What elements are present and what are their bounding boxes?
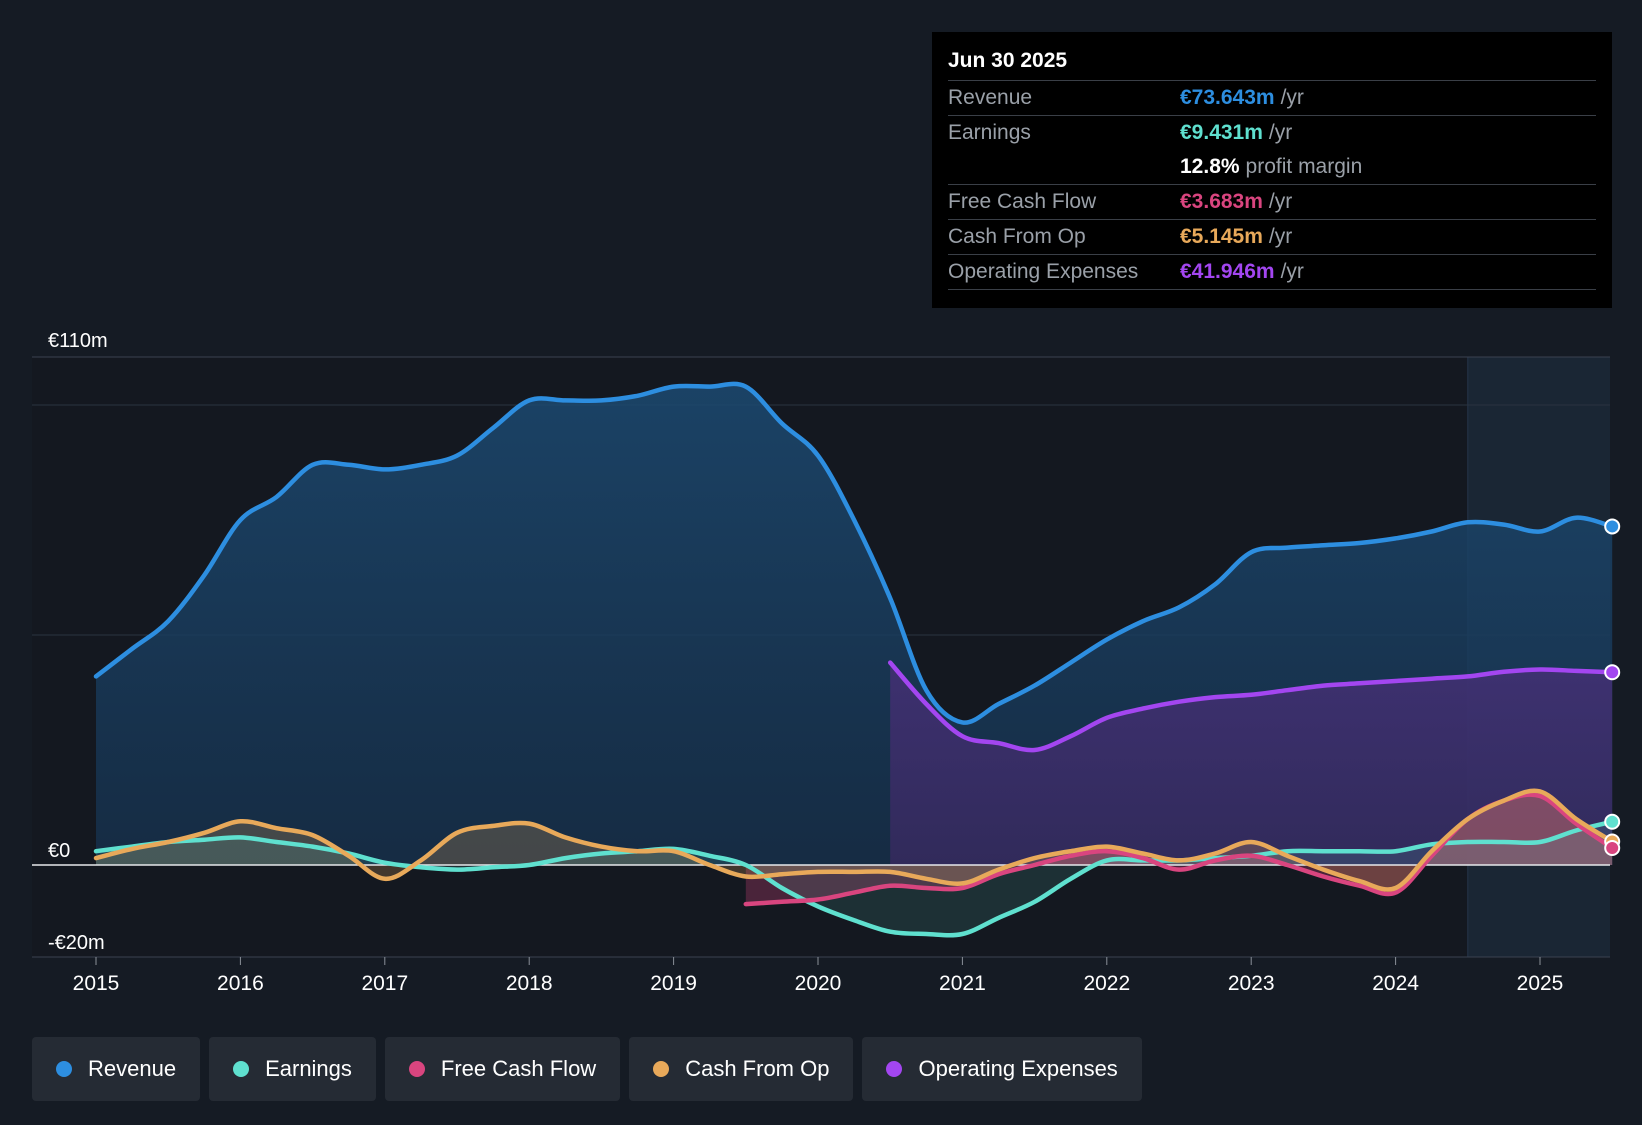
x-tick-label: 2024: [1372, 972, 1419, 995]
tooltip-row-operating-expenses: Operating Expenses €41.946m /yr: [948, 254, 1596, 290]
x-tick-label: 2023: [1228, 972, 1275, 995]
legend-item-cash-from-op[interactable]: Cash From Op: [629, 1037, 854, 1101]
tooltip-row-free-cash-flow: Free Cash Flow €3.683m /yr: [948, 184, 1596, 219]
legend-label: Earnings: [265, 1056, 352, 1081]
area-free-cash-flow: [745, 794, 1613, 905]
end-marker-free-cash-flow: [1604, 839, 1621, 856]
y-tick-label: €110m: [48, 330, 108, 352]
tooltip-row-profit-margin: 12.8% profit margin: [948, 150, 1596, 184]
x-tick-label: 2021: [939, 972, 986, 995]
legend: Revenue Earnings Free Cash Flow Cash Fro…: [32, 1037, 1142, 1101]
legend-dot-icon: [233, 1061, 250, 1077]
tooltip-unit: profit margin: [1245, 155, 1363, 178]
legend-dot-icon: [653, 1061, 670, 1077]
legend-label: Free Cash Flow: [440, 1056, 597, 1081]
tooltip-unit: /yr: [1280, 260, 1304, 283]
tooltip-row-revenue: Revenue €73.643m /yr: [948, 80, 1596, 115]
tooltip-label: Free Cash Flow: [948, 190, 1097, 213]
tooltip-value: 12.8%: [1180, 155, 1240, 178]
tooltip-value: €73.643m: [1180, 86, 1275, 109]
y-tick-label: €0: [48, 840, 70, 862]
tooltip-label: Revenue: [948, 86, 1033, 109]
x-tick-label: 2018: [506, 972, 553, 995]
tooltip-value: €5.145m: [1180, 225, 1263, 248]
legend-label: Cash From Op: [685, 1056, 830, 1081]
x-tick-label: 2015: [73, 972, 120, 995]
tooltip-unit: /yr: [1268, 190, 1293, 213]
tooltip-unit: /yr: [1280, 86, 1304, 109]
legend-item-revenue[interactable]: Revenue: [32, 1037, 201, 1101]
end-marker-revenue: [1604, 518, 1621, 535]
x-tick-label: 2025: [1517, 972, 1564, 995]
series-line-cash-from-op: [93, 788, 1615, 892]
tooltip-date: Jun 30 2025: [948, 49, 1068, 72]
legend-label: Operating Expenses: [918, 1056, 1118, 1081]
area-earnings: [96, 821, 1613, 936]
area-operating-expenses: [890, 662, 1613, 865]
series-line-operating-expenses: [887, 660, 1615, 753]
end-marker-operating-expenses: [1604, 664, 1621, 681]
x-tick-label: 2019: [650, 972, 697, 995]
x-tick-label: 2016: [217, 972, 264, 995]
tooltip-label: Cash From Op: [948, 225, 1086, 248]
x-tick-label: 2020: [795, 972, 842, 995]
tooltip-unit: /yr: [1268, 121, 1293, 144]
tooltip-row-cash-from-op: Cash From Op €5.145m /yr: [948, 219, 1596, 254]
tooltip-label: Operating Expenses: [948, 260, 1139, 283]
tooltip-label: Earnings: [948, 121, 1031, 144]
legend-dot-icon: [56, 1061, 72, 1077]
tooltip-value: €41.946m: [1180, 260, 1275, 283]
tooltip: Jun 30 2025 Revenue €73.643m /yr Earning…: [932, 32, 1612, 308]
end-marker-earnings: [1604, 813, 1621, 830]
legend-item-earnings[interactable]: Earnings: [209, 1037, 376, 1101]
legend-item-free-cash-flow[interactable]: Free Cash Flow: [384, 1037, 621, 1101]
tooltip-row-earnings: Earnings €9.431m /yr: [948, 115, 1596, 150]
series-line-revenue: [93, 381, 1615, 725]
legend-item-operating-expenses[interactable]: Operating Expenses: [862, 1037, 1142, 1101]
x-tick-label: 2022: [1083, 972, 1130, 995]
y-tick-label: -€20m: [48, 932, 105, 954]
legend-label: Revenue: [88, 1056, 177, 1081]
legend-dot-icon: [408, 1061, 425, 1077]
tooltip-value: €9.431m: [1180, 121, 1263, 144]
tooltip-unit: /yr: [1268, 225, 1293, 248]
x-tick-label: 2017: [361, 972, 408, 995]
legend-dot-icon: [886, 1061, 903, 1077]
tooltip-value: €3.683m: [1180, 190, 1263, 213]
